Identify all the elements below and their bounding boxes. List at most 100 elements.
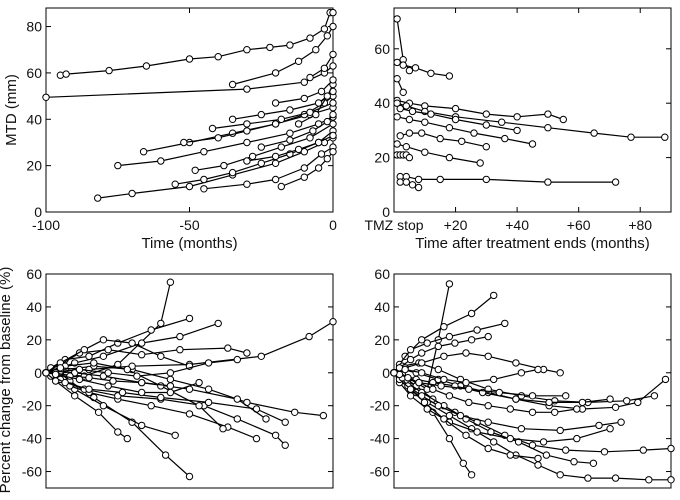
data-point xyxy=(312,110,320,119)
y-tick-label: 60 xyxy=(26,65,42,81)
data-point xyxy=(411,64,420,72)
data-point xyxy=(75,365,84,374)
data-point xyxy=(200,175,208,184)
data-point xyxy=(114,428,122,436)
data-point xyxy=(421,118,429,126)
data-point xyxy=(233,415,242,423)
data-point xyxy=(484,444,492,453)
data-point xyxy=(445,392,454,400)
data-point xyxy=(128,339,136,347)
data-point xyxy=(61,378,69,387)
data-point xyxy=(544,110,552,118)
data-point xyxy=(243,85,251,93)
data-point xyxy=(271,120,280,128)
data-point xyxy=(467,471,476,479)
data-point xyxy=(204,385,213,393)
data-point xyxy=(517,369,526,377)
data-point xyxy=(75,375,84,384)
x-tick-label: TMZ stop xyxy=(364,217,423,233)
data-point xyxy=(157,382,165,390)
data-point xyxy=(114,161,122,170)
data-point xyxy=(517,425,526,433)
data-point xyxy=(440,323,448,331)
data-point xyxy=(314,99,323,107)
data-point xyxy=(281,418,289,426)
data-point xyxy=(556,426,564,435)
y-tick-label: -40 xyxy=(22,431,42,447)
data-point xyxy=(138,339,146,347)
data-point xyxy=(228,115,237,124)
data-point xyxy=(418,369,426,377)
data-point xyxy=(445,72,454,80)
data-point xyxy=(243,120,251,128)
data-point xyxy=(490,375,498,384)
data-point xyxy=(329,148,337,156)
data-point xyxy=(484,418,492,426)
y-axis-label: Percent change from baseline (%) xyxy=(0,267,14,494)
data-point xyxy=(451,339,459,347)
data-point xyxy=(195,378,203,387)
panel-percent-change-left: -60 -40 -20 0 20 40 60 Percent change from base… xyxy=(0,266,337,494)
data-point xyxy=(214,53,222,61)
data-point xyxy=(470,129,478,137)
panel-mtd-after-treatment: TMZ stop +20 +40 +60 +80 0 20 40 60 Time after tr… xyxy=(364,7,672,252)
data-point xyxy=(513,113,521,121)
data-point xyxy=(573,405,581,413)
data-point xyxy=(528,392,537,400)
data-point xyxy=(306,134,314,142)
data-point xyxy=(157,352,165,360)
data-point xyxy=(319,411,328,420)
data-point xyxy=(445,434,454,443)
data-point xyxy=(185,472,194,481)
data-point xyxy=(171,180,179,188)
data-point xyxy=(306,73,314,82)
data-point xyxy=(329,8,337,17)
data-point xyxy=(243,349,251,357)
data-point xyxy=(421,148,429,156)
y-axis-label: MTD (mm) xyxy=(3,74,20,146)
data-point xyxy=(427,110,435,118)
data-point xyxy=(402,143,410,151)
data-point xyxy=(498,118,506,126)
data-point xyxy=(300,94,308,103)
data-point xyxy=(559,115,567,124)
data-point xyxy=(562,446,570,454)
data-point xyxy=(104,346,112,354)
data-point xyxy=(456,411,465,420)
series-line xyxy=(393,372,611,443)
data-point xyxy=(329,131,337,140)
data-point xyxy=(451,104,460,113)
series-line xyxy=(275,79,334,104)
data-point xyxy=(418,129,426,137)
data-point xyxy=(123,365,132,374)
data-point xyxy=(434,342,442,351)
data-point xyxy=(462,431,470,439)
data-point xyxy=(578,398,587,407)
data-point xyxy=(482,143,490,151)
data-point xyxy=(623,397,631,405)
data-point xyxy=(534,454,542,463)
data-point xyxy=(495,388,503,397)
data-point xyxy=(71,392,79,400)
x-tick-label: +40 xyxy=(505,217,529,233)
data-point xyxy=(436,175,444,184)
y-tick-label: 60 xyxy=(374,266,390,282)
data-point xyxy=(556,471,564,479)
data-point xyxy=(51,370,60,379)
data-point xyxy=(323,155,331,163)
data-point xyxy=(228,80,237,89)
data-point xyxy=(166,375,175,384)
data-point xyxy=(271,69,280,77)
data-point xyxy=(128,189,136,198)
data-point xyxy=(243,157,251,165)
data-point xyxy=(404,374,412,382)
data-point xyxy=(539,438,548,446)
x-tick-label: -50 xyxy=(179,217,199,233)
y-tick-label: 40 xyxy=(26,299,42,315)
data-point xyxy=(414,183,423,192)
data-point xyxy=(161,451,170,459)
data-point xyxy=(440,375,448,384)
data-point xyxy=(423,405,431,413)
y-tick-label: 0 xyxy=(382,365,390,381)
y-tick-label: -20 xyxy=(22,398,42,414)
